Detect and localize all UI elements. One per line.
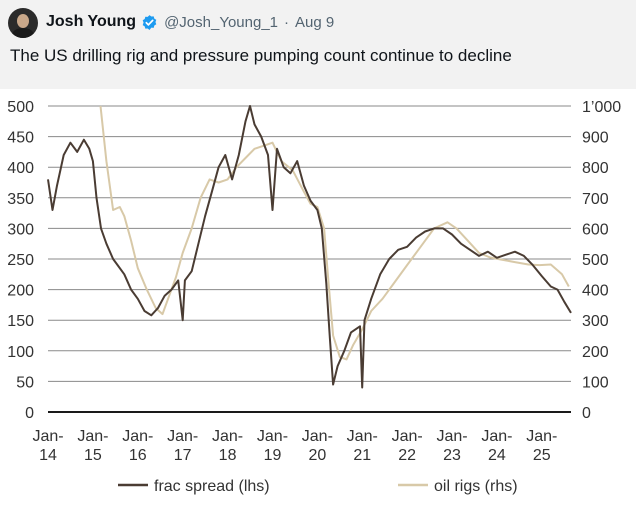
- legend-label: frac spread (lhs): [154, 478, 270, 495]
- x-tick-label-year: 18: [219, 447, 237, 464]
- left-axis-ticks: 0 50 100 150 200 250 300 350 400 450 500: [7, 99, 34, 422]
- left-tick-label: 500: [7, 99, 34, 116]
- author-handle[interactable]: @Josh_Young_1: [164, 13, 279, 31]
- x-tick-label: Jan-: [77, 428, 108, 445]
- tweet-header: Josh Young @Josh_Young_1 · Aug 9 The US …: [0, 0, 636, 89]
- right-tick-label: 200: [582, 344, 609, 361]
- left-tick-label: 450: [7, 130, 34, 147]
- x-tick-label-year: 14: [39, 447, 57, 464]
- x-tick-label: Jan-: [392, 428, 423, 445]
- x-tick-label-year: 16: [129, 447, 147, 464]
- rig-frac-chart: 0 50 100 150 200 250 300 350 400 450 500 0 100 200 30…: [7, 99, 621, 495]
- right-tick-label: 400: [582, 283, 609, 300]
- x-tick-label-year: 17: [174, 447, 192, 464]
- series-line-frac-spread: [47, 105, 572, 389]
- author-name[interactable]: Josh Young: [46, 13, 137, 30]
- right-tick-label: 900: [582, 130, 609, 147]
- x-tick-label-year: 19: [264, 447, 282, 464]
- x-tick-label: Jan-: [302, 428, 333, 445]
- x-tick-label: Jan-: [481, 428, 512, 445]
- x-tick-label-year: 22: [398, 447, 416, 464]
- right-tick-label: 1’000: [582, 99, 621, 116]
- x-tick-label-year: 20: [308, 447, 326, 464]
- left-tick-label: 400: [7, 160, 34, 177]
- x-tick-label: Jan-: [212, 428, 243, 445]
- left-tick-label: 300: [7, 221, 34, 238]
- x-tick-label: Jan-: [526, 428, 557, 445]
- left-tick-label: 200: [7, 283, 34, 300]
- left-tick-label: 100: [7, 344, 34, 361]
- avatar-body: [12, 28, 34, 38]
- x-tick-label: Jan-: [436, 428, 467, 445]
- x-tick-label-year: 23: [443, 447, 461, 464]
- right-tick-label: 0: [582, 405, 591, 422]
- left-tick-label: 50: [16, 374, 34, 391]
- separator-dot: ·: [284, 13, 290, 31]
- series-line-oil-rigs: [99, 105, 570, 361]
- post-date[interactable]: Aug 9: [295, 13, 335, 31]
- x-tick-label-year: 25: [533, 447, 551, 464]
- x-tick-label-year: 15: [84, 447, 102, 464]
- left-tick-label: 150: [7, 313, 34, 330]
- right-tick-label: 300: [582, 313, 609, 330]
- x-tick-label: Jan-: [257, 428, 288, 445]
- left-tick-label: 250: [7, 252, 34, 269]
- right-tick-label: 500: [582, 252, 609, 269]
- series-lines: [47, 105, 572, 389]
- avatar-face: [17, 14, 29, 28]
- x-tick-label: Jan-: [122, 428, 153, 445]
- left-tick-label: 0: [25, 405, 34, 422]
- x-tick-label: Jan-: [347, 428, 378, 445]
- x-tick-label: Jan-: [32, 428, 63, 445]
- x-tick-label: Jan-: [167, 428, 198, 445]
- right-axis-ticks: 0 100 200 300 400 500 600 700 800 900 1’000: [582, 99, 621, 422]
- tweet-text: The US drilling rig and pressure pumping…: [10, 46, 512, 65]
- avatar[interactable]: [8, 8, 38, 38]
- grid: [48, 105, 571, 413]
- legend-label: oil rigs (rhs): [434, 478, 518, 495]
- left-tick-label: 350: [7, 191, 34, 208]
- right-tick-label: 600: [582, 221, 609, 238]
- right-tick-label: 700: [582, 191, 609, 208]
- x-tick-label-year: 24: [488, 447, 506, 464]
- verified-badge-icon: [142, 14, 157, 30]
- right-tick-label: 800: [582, 160, 609, 177]
- author-row: Josh Young @Josh_Young_1 · Aug 9: [46, 12, 334, 32]
- right-tick-label: 100: [582, 374, 609, 391]
- x-tick-label-year: 21: [353, 447, 371, 464]
- x-axis-ticks: Jan- 14 Jan- 15 Jan- 16 Jan- 17 Jan- 18 Jan- 19 Jan-…: [32, 428, 557, 464]
- legend: frac spread (lhs) oil rigs (rhs): [118, 478, 518, 495]
